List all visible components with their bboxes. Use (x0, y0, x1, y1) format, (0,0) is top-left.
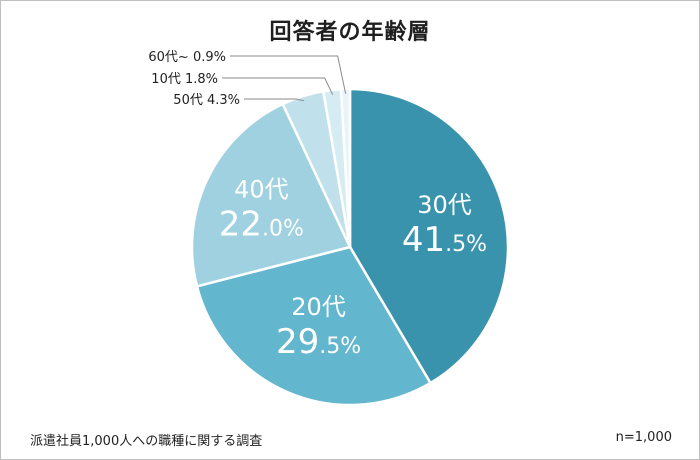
callout-line-5 (230, 55, 347, 94)
callout-line-4 (222, 77, 334, 95)
slice-label-1: 20代 (291, 293, 346, 321)
sample-size-note: n=1,000 (615, 430, 672, 445)
survey-source-note: 派遣社員1,000人への職種に関する調査 (30, 434, 263, 449)
pie-slice-2 (190, 102, 352, 288)
callout-label-4: 10代 1.8% (151, 72, 218, 87)
callout-line-3 (244, 98, 305, 102)
callout-label-3: 50代 4.3% (173, 93, 240, 108)
slice-label-2: 40代 (234, 175, 289, 203)
slice-value-1: 29.5% (276, 322, 361, 362)
pie-slice-5 (339, 87, 352, 248)
chart-title: 回答者の年齢層 (269, 20, 431, 45)
pie-slice-0 (348, 87, 510, 385)
slice-label-0: 30代 (417, 191, 472, 219)
slice-value-2: 22.0% (219, 204, 304, 244)
slice-value-0: 41.5% (402, 220, 487, 260)
pie-slice-1 (195, 245, 433, 407)
callout-label-5: 60代~ 0.9% (148, 50, 226, 65)
